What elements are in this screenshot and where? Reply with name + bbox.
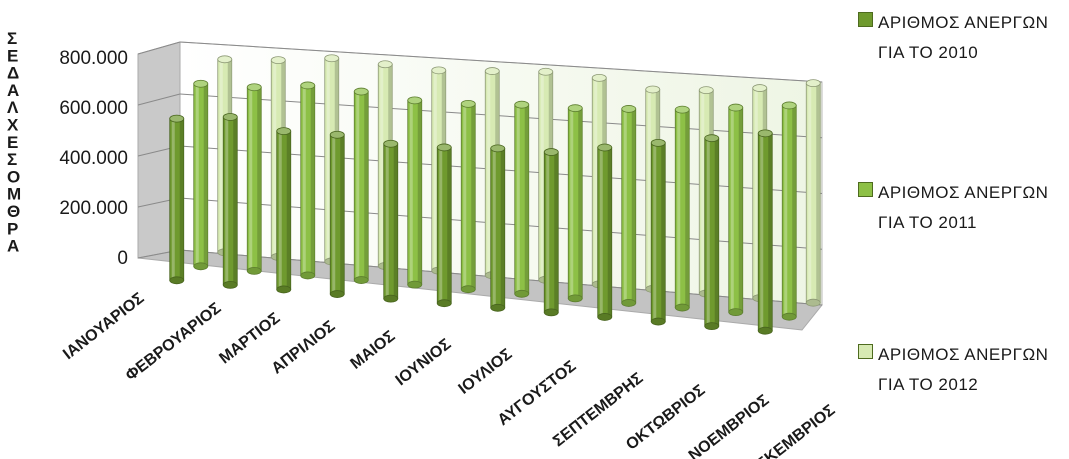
bar (728, 103, 744, 317)
bar (674, 105, 690, 312)
legend-label-2010: ΑΡΙΘΜΟΣ ΑΝΕΡΓΩΝ ΓΙΑ ΤΟ 2010 (878, 13, 1049, 62)
bar (329, 130, 345, 298)
y-tick-label: 800.000 (59, 48, 128, 69)
bar (383, 139, 399, 303)
y-tick-label: 600.000 (59, 98, 128, 119)
bar (246, 83, 262, 275)
bar (353, 87, 369, 284)
legend-swatch-2012 (858, 344, 873, 359)
bar (650, 138, 666, 326)
legend-swatch-2010 (858, 12, 873, 27)
bar (436, 143, 452, 308)
bar (757, 129, 773, 335)
y-axis-ticks: 0 200.000 400.000 600.000 800.000 (59, 48, 128, 269)
bar (169, 114, 185, 285)
bar (781, 101, 797, 321)
legend-label-2011: ΑΡΙΘΜΟΣ ΑΝΕΡΓΩΝ ΓΙΑ ΤΟ 2011 (878, 183, 1049, 232)
gridline-side (137, 93, 181, 106)
legend-swatch-2011 (858, 182, 873, 197)
bar (300, 81, 316, 280)
bar (597, 143, 613, 321)
x-tick-label: ΙΟΥΝΙΟΣ (393, 336, 455, 390)
bar (460, 99, 476, 294)
y-tick-label: 0 (117, 248, 128, 269)
bar (490, 144, 506, 312)
bar (514, 100, 530, 298)
y-tick-label: 200.000 (59, 198, 128, 219)
x-tick-label: ΙΟΥΛΙΟΣ (455, 346, 515, 398)
bar (543, 148, 559, 317)
y-tick-label: 400.000 (59, 148, 128, 169)
x-tick-label: ΑΥΓΟΥΣΤΟΣ (495, 358, 580, 430)
legend-label-2012: ΑΡΙΘΜΟΣ ΑΝΕΡΓΩΝ ΓΙΑ ΤΟ 2012 (878, 345, 1049, 394)
bar (222, 113, 238, 289)
bar (193, 79, 209, 271)
bar (276, 127, 292, 294)
x-tick-label: ΜΑΡΤΙΟΣ (216, 310, 283, 368)
x-tick-label: ΙΑΝΟΥΑΡΙΟΣ (60, 290, 148, 364)
gridline (179, 93, 823, 139)
bar (567, 104, 583, 303)
bars (169, 54, 821, 335)
bar (621, 105, 637, 307)
bar (704, 134, 720, 331)
x-tick-label: ΜΑΙΟΣ (348, 328, 399, 373)
bar (805, 79, 821, 307)
bar (407, 96, 423, 289)
gridline (179, 41, 823, 83)
gridline-side (137, 41, 181, 55)
x-tick-label: ΦΕΒΡΟΥΑΡΙΟΣ (123, 300, 225, 385)
